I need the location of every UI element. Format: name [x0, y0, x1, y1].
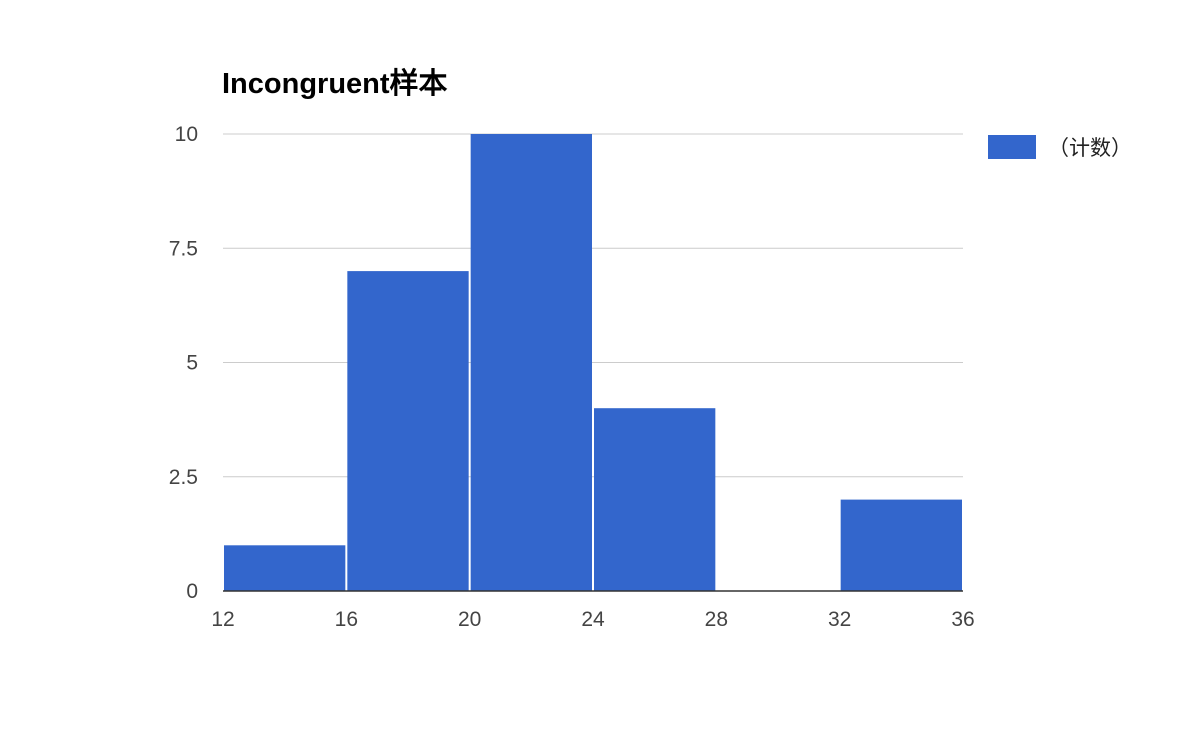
y-tick-label: 5: [186, 352, 198, 375]
bar: [470, 134, 592, 591]
chart-title: Incongruent样本: [222, 68, 448, 100]
x-tick-label: 24: [581, 608, 605, 631]
y-tick-label: 7.5: [169, 237, 198, 260]
y-tick-label: 2.5: [169, 466, 198, 489]
bar: [347, 271, 469, 591]
x-tick-label: 16: [335, 608, 358, 631]
x-tick-label: 28: [705, 608, 728, 631]
x-tick-labels: 12 16 20 24 28 32 36: [211, 608, 974, 631]
bar: [224, 545, 346, 591]
x-tick-label: 32: [828, 608, 851, 631]
legend-label: （计数）: [1048, 136, 1132, 160]
x-tick-label: 20: [458, 608, 481, 631]
x-tick-label: 12: [211, 608, 234, 631]
bar: [840, 499, 962, 591]
grid-layer: [223, 133, 963, 478]
bar: [594, 408, 716, 591]
legend-swatch: [988, 135, 1036, 159]
y-tick-labels: 0 2.5 5 7.5 10: [169, 123, 198, 603]
legend: （计数）: [988, 132, 1132, 162]
y-tick-label: 10: [175, 123, 198, 146]
y-tick-label: 0: [186, 580, 198, 603]
x-tick-label: 36: [951, 608, 974, 631]
bar-layer: [224, 134, 962, 591]
